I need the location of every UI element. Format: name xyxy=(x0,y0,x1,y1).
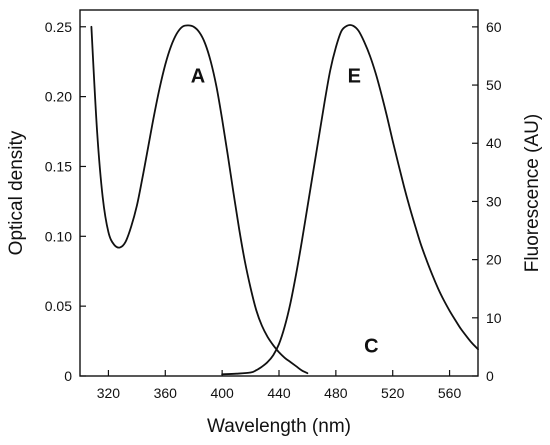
y-right-tick-label: 60 xyxy=(486,19,502,35)
curve-label-e: E xyxy=(348,66,361,88)
curve-annotations: A E C xyxy=(191,66,379,358)
y-right-tick-label: 20 xyxy=(486,252,502,268)
y-axis-right-title: Fluorescence (AU) xyxy=(522,114,543,272)
y-right-tick-label: 10 xyxy=(486,310,502,326)
x-tick-label: 400 xyxy=(210,385,234,401)
y-axis-left-title: Optical density xyxy=(6,130,27,255)
y-right-tick-label: 40 xyxy=(486,135,502,151)
y-left-tick-label: 0.25 xyxy=(45,19,72,35)
y-left-tick-label: 0.15 xyxy=(45,158,72,174)
curve-label-c: C xyxy=(364,335,378,357)
x-tick-label: 560 xyxy=(438,385,462,401)
y-left-tick-label: 0.10 xyxy=(45,228,72,244)
curve-label-a: A xyxy=(191,66,205,88)
y-right-tick-label: 50 xyxy=(486,77,502,93)
y-left-tick-label: 0.05 xyxy=(45,298,72,314)
x-tick-label: 320 xyxy=(97,385,121,401)
tick-labels: 320 360 400 440 480 520 56000.050.100.150.200.… xyxy=(45,19,502,401)
series-line-a xyxy=(90,24,309,375)
axis-ticks xyxy=(80,26,478,377)
x-tick-label: 480 xyxy=(324,385,348,401)
series-lines xyxy=(90,24,479,376)
x-tick-label: 440 xyxy=(267,385,291,401)
y-right-tick-label: 0 xyxy=(486,368,494,384)
series-line-e xyxy=(221,24,479,376)
y-left-tick-label: 0 xyxy=(64,368,72,384)
x-axis-title: Wavelength (nm) xyxy=(207,416,351,437)
y-left-tick-label: 0.20 xyxy=(45,89,72,105)
y-right-tick-label: 30 xyxy=(486,193,502,209)
x-tick-label: 520 xyxy=(381,385,405,401)
x-tick-label: 360 xyxy=(154,385,178,401)
